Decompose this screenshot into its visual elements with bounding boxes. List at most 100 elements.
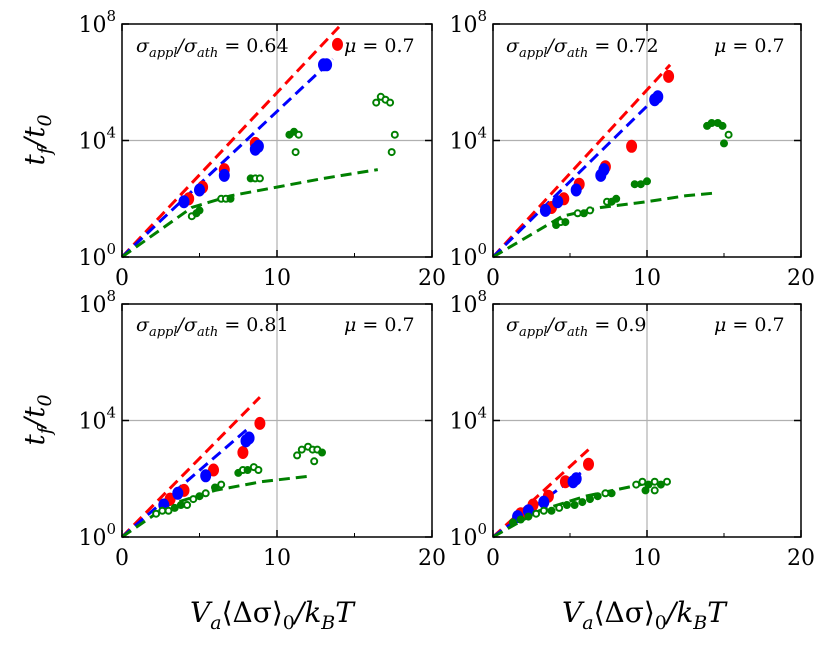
data-point-red — [584, 459, 593, 470]
data-point-green — [257, 175, 263, 181]
data-point-blue — [650, 94, 659, 105]
data-point-green — [572, 502, 578, 508]
data-point-green — [159, 508, 165, 514]
data-point-green — [638, 181, 644, 187]
data-point-green — [184, 502, 190, 508]
data-point-green — [387, 100, 393, 106]
data-point-green — [652, 479, 658, 485]
data-point-green — [613, 196, 619, 202]
data-point-red — [664, 71, 673, 82]
data-point-red — [627, 141, 636, 152]
data-point-green — [228, 196, 234, 202]
data-point-green — [197, 493, 203, 499]
data-point-green — [609, 490, 615, 496]
x-tick-label: 10 — [263, 266, 291, 291]
data-point-red — [255, 418, 264, 429]
data-point-green — [602, 490, 608, 496]
data-point-green — [541, 508, 547, 514]
data-point-green — [197, 207, 203, 213]
data-point-blue — [319, 59, 328, 70]
data-point-green — [595, 493, 601, 499]
data-point-green — [311, 458, 317, 464]
y-tick-label: 104 — [449, 124, 487, 155]
panel-top-left: σappl/σath = 0.64 μ = 0.7 0 10 20 100 104 108 — [78, 7, 446, 291]
x-tick-label: 20 — [418, 546, 446, 571]
data-point-green — [218, 482, 224, 488]
y-tick-label: 100 — [78, 240, 116, 271]
y-tick-label: 108 — [78, 7, 116, 38]
data-point-green — [319, 450, 325, 456]
mu-annotation: μ = 0.7 — [344, 314, 415, 336]
data-point-green — [664, 479, 670, 485]
data-point-green — [294, 452, 300, 458]
data-point-green — [172, 505, 178, 511]
data-point-green — [510, 519, 516, 525]
y-tick-label: 100 — [449, 240, 487, 271]
panel-bottom-right: σappl/σath = 0.9 μ = 0.7 0 10 20 100 104 108 — [449, 287, 815, 571]
data-point-green — [581, 210, 587, 216]
data-point-green — [556, 505, 562, 511]
data-point-green — [587, 496, 593, 502]
data-point-green — [518, 517, 524, 523]
data-point-red — [238, 447, 247, 458]
data-point-green — [212, 485, 218, 491]
data-point-green — [255, 467, 261, 473]
y-tick-label: 100 — [78, 520, 116, 551]
x-axis-label-right: Va⟨Δσ⟩0/kBT — [562, 596, 728, 634]
data-point-blue — [173, 488, 182, 499]
data-point-green — [153, 511, 159, 517]
data-point-green — [564, 502, 570, 508]
data-point-green — [296, 132, 302, 138]
data-point-blue — [599, 164, 608, 175]
y-axis-label-top: tf/t0 — [18, 114, 56, 165]
y-tick-label: 108 — [449, 287, 487, 318]
data-point-blue — [539, 497, 548, 508]
y-tick-label: 108 — [449, 7, 487, 38]
data-point-green — [533, 511, 539, 517]
x-tick-label: 10 — [633, 266, 661, 291]
data-point-green — [245, 467, 251, 473]
x-tick-label: 20 — [787, 266, 815, 291]
x-tick-label: 10 — [633, 546, 661, 571]
data-point-blue — [553, 196, 562, 207]
data-point-green — [190, 496, 196, 502]
data-point-green — [299, 447, 305, 453]
x-axis-label-left: Va⟨Δσ⟩0/kBT — [190, 596, 356, 634]
y-axis-label-bottom: tf/t0 — [18, 394, 56, 445]
data-point-blue — [201, 470, 210, 481]
data-point-green — [579, 499, 585, 505]
y-tick-label: 104 — [78, 404, 116, 435]
data-point-green — [639, 479, 645, 485]
data-point-blue — [251, 144, 260, 155]
y-tick-label: 108 — [78, 287, 116, 318]
data-point-green — [643, 487, 649, 493]
x-tick-label: 20 — [787, 546, 815, 571]
data-point-green — [644, 178, 650, 184]
data-point-green — [652, 487, 658, 493]
mu-annotation: μ = 0.7 — [714, 314, 785, 336]
data-point-blue — [220, 170, 229, 181]
mu-annotation: μ = 0.7 — [714, 35, 785, 57]
data-point-green — [633, 482, 639, 488]
data-point-blue — [541, 205, 550, 216]
x-tick-label: 0 — [115, 266, 129, 291]
data-point-green — [721, 140, 727, 146]
data-point-blue — [572, 185, 581, 196]
x-tick-label: 10 — [263, 546, 291, 571]
data-point-green — [575, 210, 581, 216]
data-point-green — [203, 490, 209, 496]
x-tick-label: 0 — [486, 546, 500, 571]
data-point-green — [726, 132, 732, 138]
data-point-blue — [569, 476, 578, 487]
data-point-green — [373, 100, 379, 106]
data-point-green — [166, 508, 172, 514]
data-point-green — [587, 207, 593, 213]
data-point-blue — [180, 196, 189, 207]
y-tick-label: 104 — [78, 124, 116, 155]
data-point-green — [549, 508, 555, 514]
mu-annotation: μ = 0.7 — [344, 35, 415, 57]
data-point-green — [562, 219, 568, 225]
y-tick-label: 104 — [449, 404, 487, 435]
data-point-green — [389, 149, 395, 155]
x-tick-label: 20 — [418, 266, 446, 291]
